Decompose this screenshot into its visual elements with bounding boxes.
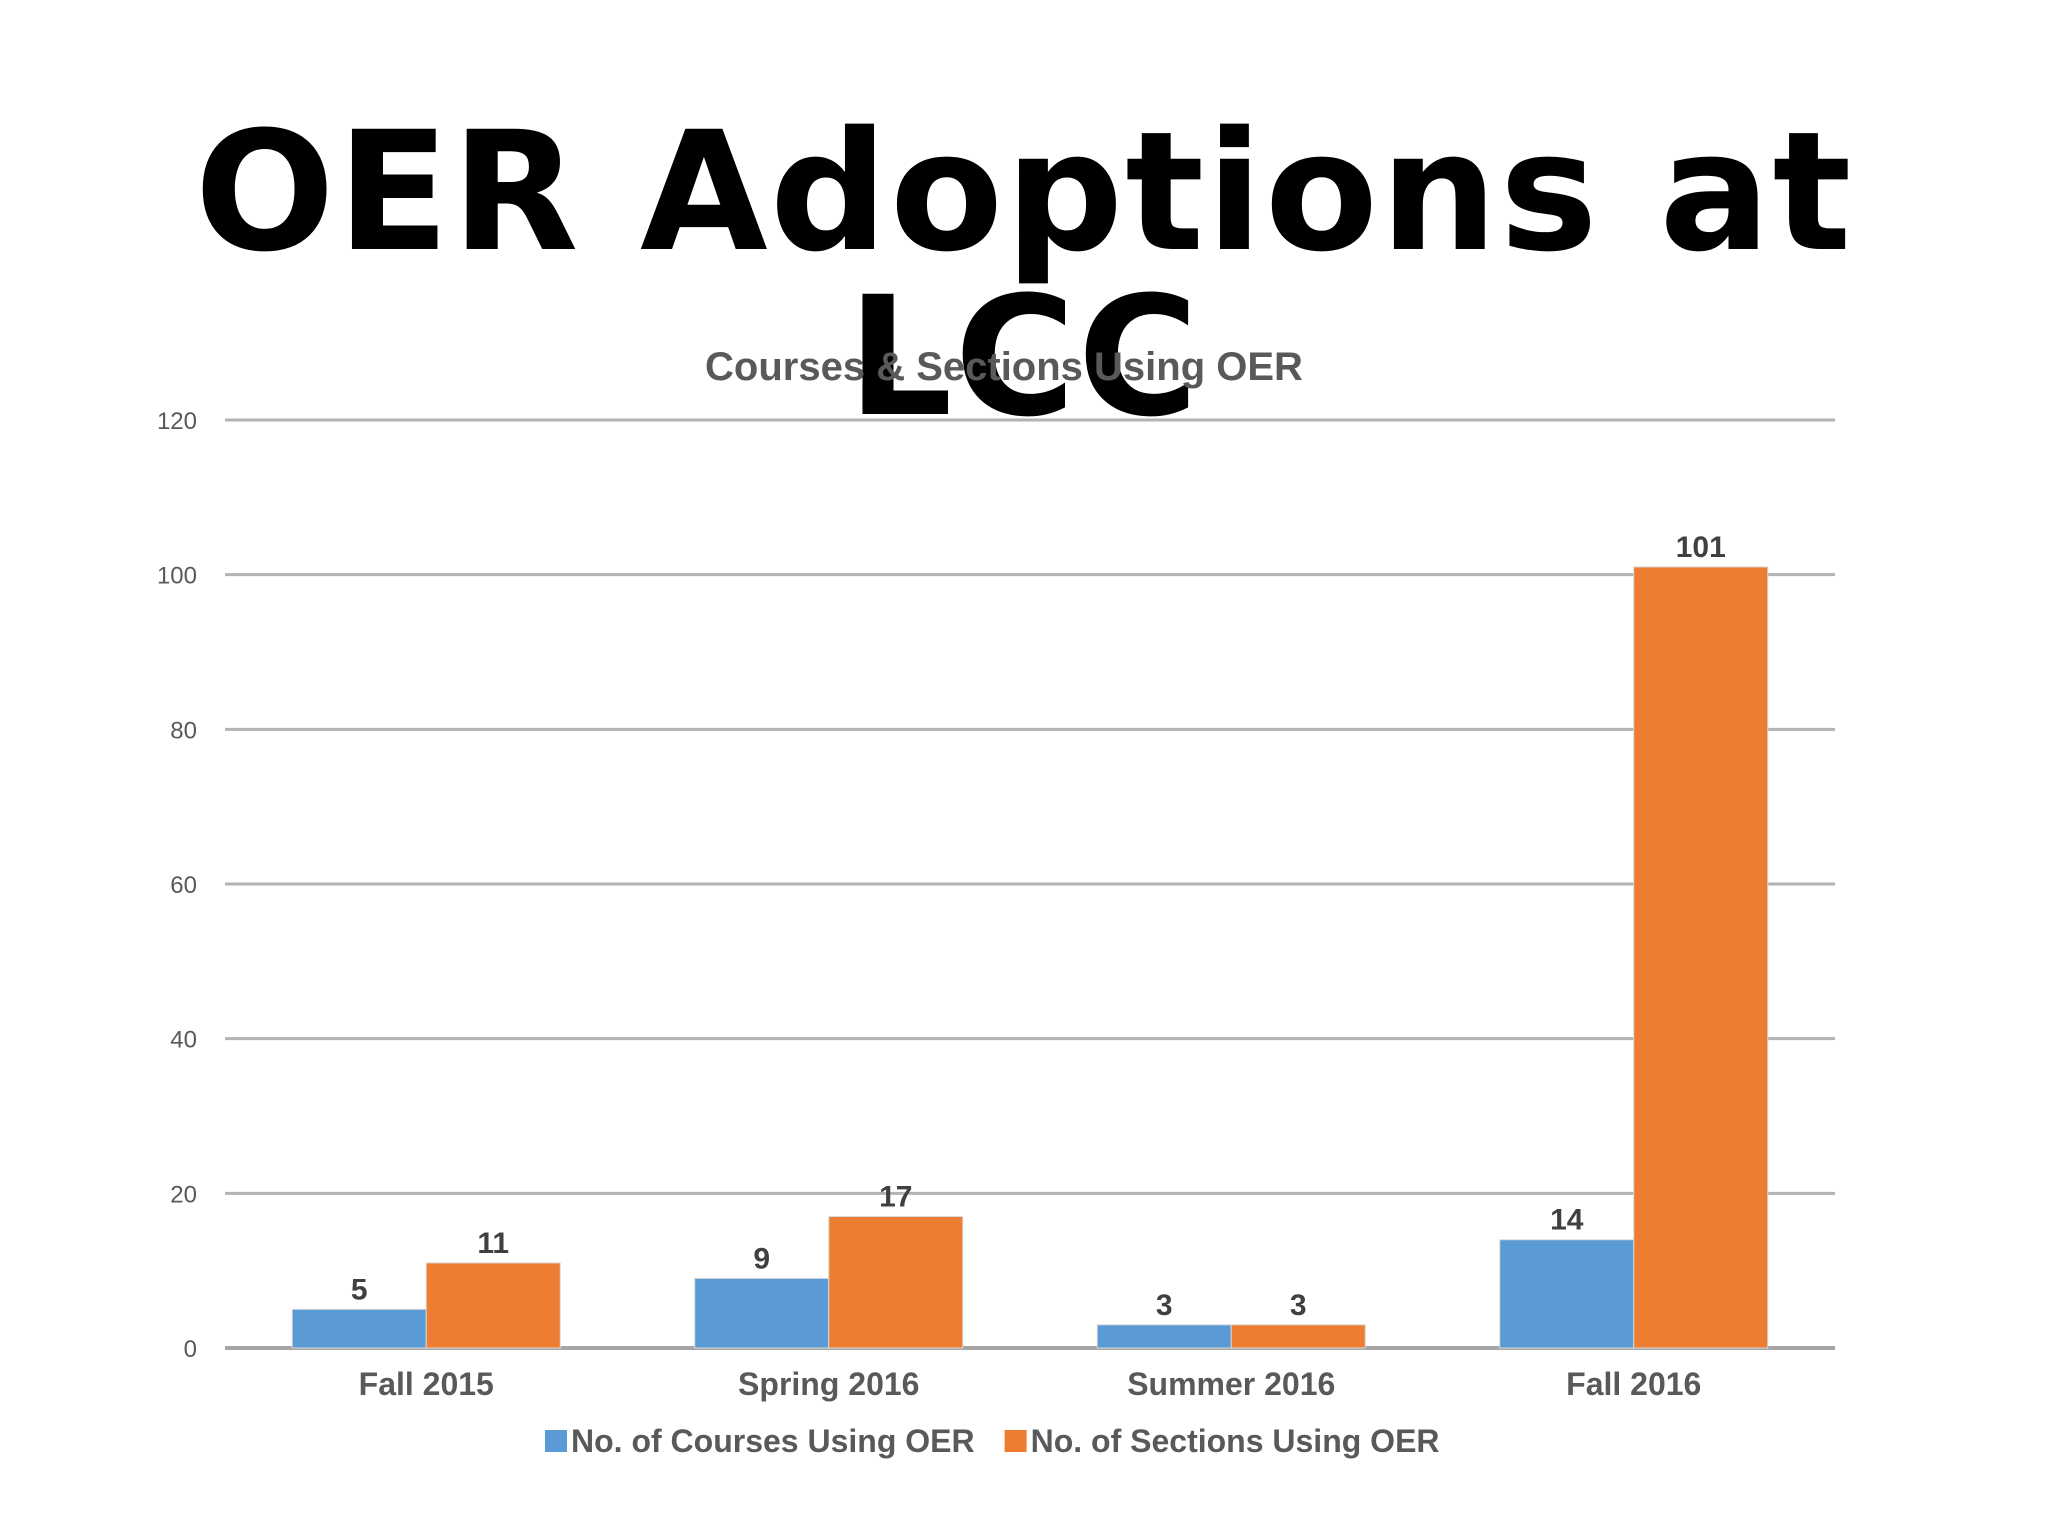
y-tick-label: 60 bbox=[170, 872, 197, 899]
gridlines bbox=[225, 418, 1835, 1350]
slide-title: OER Adoptions at LCC bbox=[194, 96, 1854, 453]
legend-label: No. of Courses Using OER bbox=[571, 1423, 975, 1459]
chart-title: Courses & Sections Using OER bbox=[705, 345, 1303, 389]
data-label: 14 bbox=[1550, 1204, 1584, 1237]
data-label: 3 bbox=[1156, 1289, 1173, 1322]
y-tick-label: 80 bbox=[170, 717, 197, 744]
category-labels: Fall 2015 Spring 2016 Summer 2016 Fall 2016 bbox=[359, 1366, 1702, 1402]
y-tick-label: 40 bbox=[170, 1027, 197, 1054]
data-label: 11 bbox=[477, 1227, 509, 1260]
bar bbox=[1230, 1324, 1366, 1349]
data-label: 9 bbox=[753, 1242, 770, 1275]
data-label: 101 bbox=[1676, 531, 1726, 564]
data-labels: 5 11 9 17 3 3 14 101 bbox=[351, 531, 1726, 1322]
bar bbox=[425, 1262, 561, 1349]
bar bbox=[1499, 1239, 1635, 1349]
y-tick-label: 0 bbox=[184, 1336, 197, 1363]
x-tick-label: Summer 2016 bbox=[1127, 1366, 1335, 1402]
x-tick-label: Fall 2016 bbox=[1566, 1366, 1701, 1402]
legend: No. of Courses Using OER No. of Sections … bbox=[545, 1423, 1440, 1459]
bar bbox=[1633, 566, 1769, 1349]
legend-swatch bbox=[1004, 1430, 1027, 1452]
y-tick-label: 20 bbox=[170, 1181, 197, 1208]
bar bbox=[694, 1277, 830, 1349]
x-tick-label: Fall 2015 bbox=[359, 1366, 494, 1402]
bars bbox=[291, 566, 1769, 1349]
legend-swatch bbox=[545, 1430, 567, 1452]
y-tick-label: 120 bbox=[157, 408, 197, 435]
data-label: 17 bbox=[879, 1181, 912, 1214]
bar bbox=[291, 1308, 427, 1349]
x-tick-label: Spring 2016 bbox=[738, 1366, 919, 1402]
bar bbox=[828, 1216, 964, 1349]
y-axis-ticks: 0 20 40 60 80 100 120 bbox=[157, 408, 197, 1363]
data-label: 3 bbox=[1290, 1289, 1307, 1322]
y-tick-label: 100 bbox=[157, 563, 197, 590]
data-label: 5 bbox=[351, 1273, 368, 1306]
legend-label: No. of Sections Using OER bbox=[1031, 1423, 1440, 1459]
bar bbox=[1096, 1324, 1232, 1349]
